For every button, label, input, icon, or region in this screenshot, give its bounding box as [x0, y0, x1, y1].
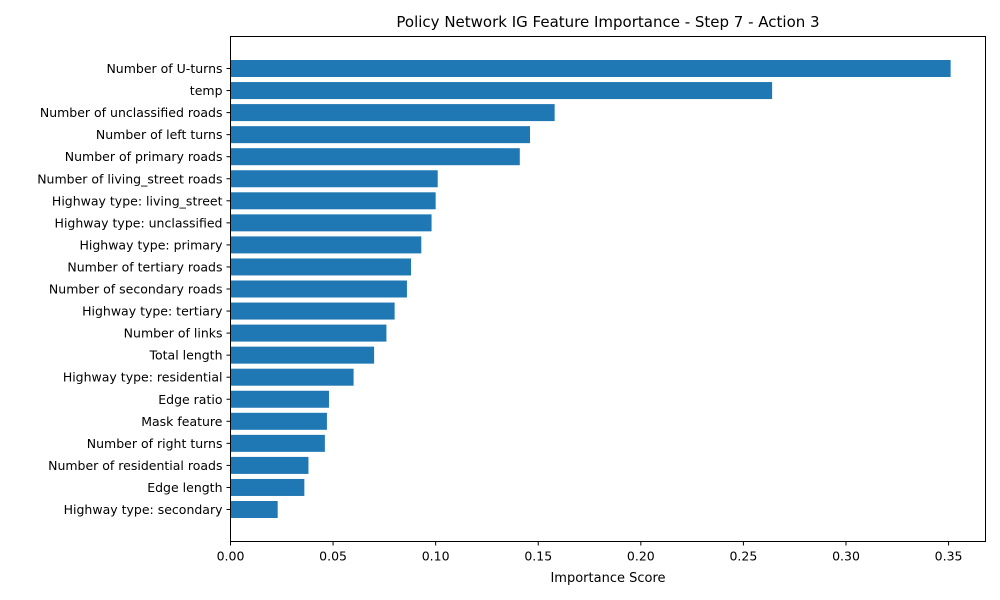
bar-4: [230, 126, 531, 144]
x-tick-label: 0.25: [729, 549, 757, 564]
bar-18: [230, 434, 325, 452]
y-tick-label: Number of residential roads: [48, 458, 222, 473]
y-tick-label: Number of links: [124, 326, 223, 341]
bar-19: [230, 456, 309, 474]
bar-17: [230, 412, 327, 430]
bar-1: [230, 60, 951, 77]
x-tick-label: 0.30: [832, 549, 860, 564]
y-tick-label: Number of U-turns: [106, 61, 222, 76]
bar-5: [230, 148, 520, 166]
bar-3: [230, 104, 555, 122]
bar-9: [230, 236, 422, 254]
y-tick-label: Number of living_street roads: [37, 171, 222, 186]
bar-21: [230, 501, 278, 518]
y-tick-label: Highway type: residential: [63, 370, 223, 385]
bar-15: [230, 368, 354, 386]
bar-13: [230, 324, 387, 342]
bar-11: [230, 280, 407, 298]
bar-2: [230, 82, 773, 100]
y-tick-label: Edge length: [147, 480, 222, 495]
x-tick-label: 0.05: [319, 549, 347, 564]
bar-20: [230, 478, 305, 496]
x-tick-label: 0.00: [217, 549, 245, 564]
x-tick-label: 0.10: [422, 549, 450, 564]
bar-14: [230, 346, 375, 364]
x-tick-label: 0.15: [524, 549, 552, 564]
y-tick-label: Highway type: tertiary: [82, 304, 223, 319]
chart-title: Policy Network IG Feature Importance - S…: [396, 13, 819, 31]
bar-8: [230, 214, 432, 232]
y-tick-label: Highway type: primary: [79, 237, 223, 252]
y-tick-label: Edge ratio: [158, 392, 222, 407]
y-tick-label: Number of left turns: [96, 127, 223, 142]
y-tick-label: Highway type: secondary: [64, 502, 223, 517]
y-tick-label: Mask feature: [141, 414, 223, 429]
bar-7: [230, 192, 436, 210]
bar-12: [230, 302, 395, 320]
y-tick-label: Number of right turns: [87, 436, 223, 451]
y-tick-label: Total length: [148, 348, 222, 363]
x-axis-title: Importance Score: [550, 571, 665, 586]
y-tick-label: Highway type: living_street: [52, 193, 223, 208]
y-tick-label: Number of primary roads: [65, 149, 223, 164]
plot-frame: [230, 36, 986, 542]
x-tick-label: 0.35: [935, 549, 963, 564]
y-tick-label: Number of tertiary roads: [67, 259, 222, 274]
bar-10: [230, 258, 412, 276]
y-tick-label: Number of secondary roads: [49, 282, 223, 297]
bars: [230, 60, 951, 518]
y-tick-label: temp: [190, 83, 223, 98]
bar-6: [230, 170, 438, 188]
y-tick-label: Highway type: unclassified: [55, 215, 223, 230]
x-tick-labels: 0.00 0.05 0.10 0.15 0.20 0.25 0.30 0.35: [217, 541, 963, 564]
y-tick-label: Number of unclassified roads: [40, 105, 223, 120]
y-tick-labels: Number of U-turns temp Number of unclassif…: [37, 61, 231, 517]
bar-16: [230, 390, 329, 408]
x-tick-label: 0.20: [627, 549, 655, 564]
